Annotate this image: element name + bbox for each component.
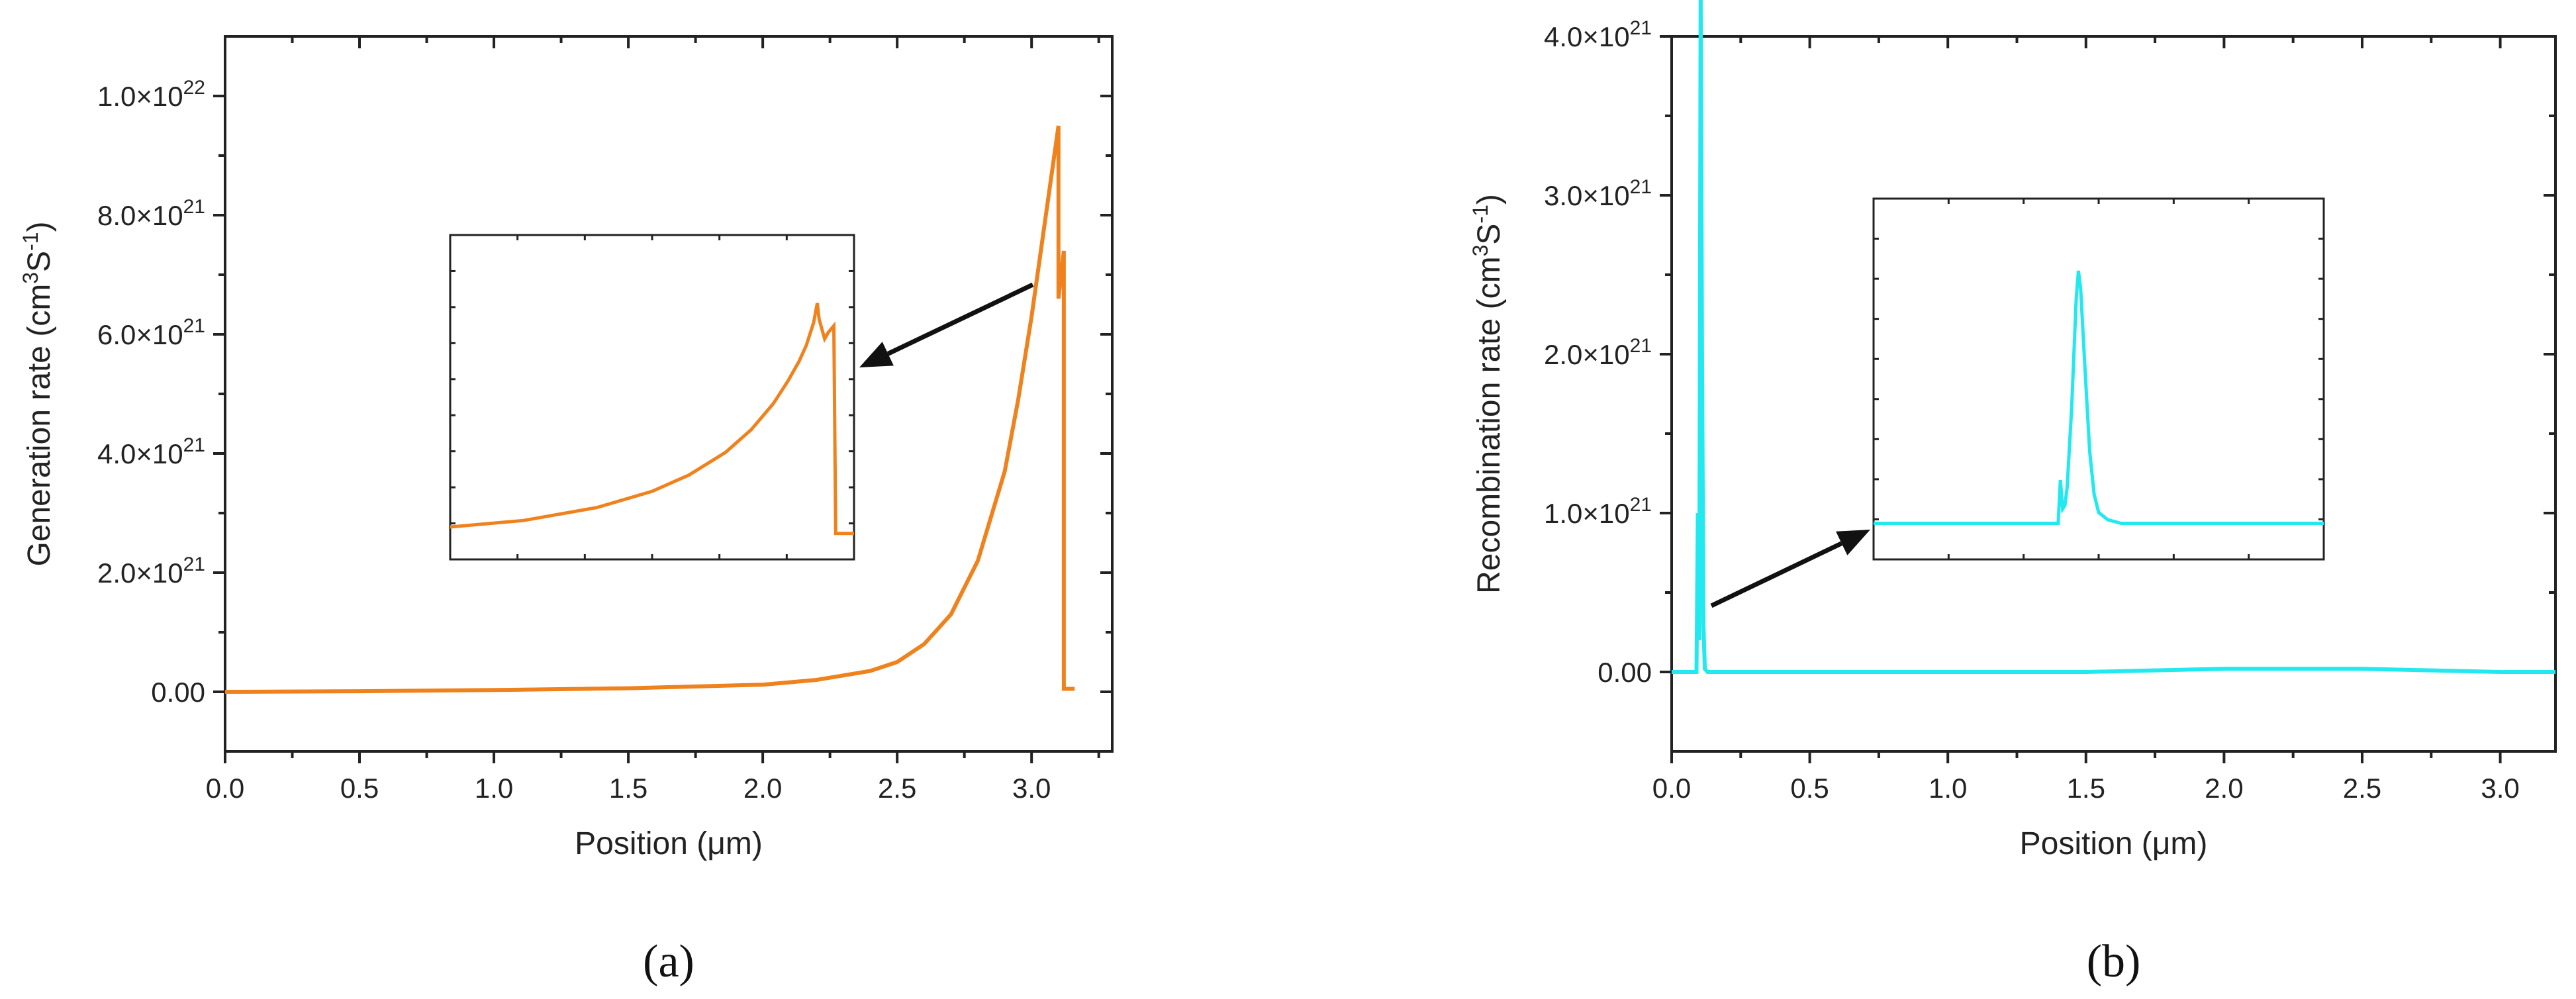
inset-arrow [859, 282, 1034, 367]
y-tick-label: 1.0×1022 [97, 77, 205, 112]
y-tick-label: 0.00 [1598, 657, 1652, 688]
x-axis-label: Position (μm) [575, 826, 763, 861]
chart-panel-b: 0.0 0.5 1.0 1.5 2.0 2.5 3.0 0.00 1.0×1021 2.0×10… [1468, 0, 2557, 987]
inset-line [1874, 270, 2324, 525]
x-tick-label: 3.0 [2481, 773, 2519, 804]
x-tick-label: 1.0 [475, 773, 513, 804]
y-tick-label: 2.0×1021 [97, 553, 205, 589]
y-axis-label: Recombination rate (cm3S-1) [1468, 194, 1507, 594]
x-tick-label: 1.5 [609, 773, 647, 804]
inset-arrow [1710, 530, 1870, 608]
inset-frame [1872, 197, 2325, 561]
arrow-head [859, 342, 894, 367]
arrow-head [1836, 530, 1870, 555]
panel-label: (b) [2087, 936, 2141, 987]
x-tick-label: 2.5 [2343, 773, 2381, 804]
x-tick-label: 2.0 [743, 773, 782, 804]
y-tick-label: 3.0×1021 [1544, 176, 1652, 211]
y-tick-label: 1.0×1021 [1544, 494, 1652, 529]
inset-line [450, 303, 854, 536]
arrow-shaft [1710, 541, 1843, 608]
x-tick-label: 1.5 [2067, 773, 2105, 804]
recombination-rate-line [1672, 0, 2555, 674]
x-tick-label: 2.5 [878, 773, 916, 804]
chart-panel-a: 0.0 0.5 1.0 1.5 2.0 2.5 3.0 0.00 2.0×1021 4.0×10… [19, 35, 1114, 987]
panel-label: (a) [643, 936, 694, 987]
inset-frame [449, 234, 855, 561]
y-tick-label: 8.0×1021 [97, 196, 205, 231]
x-tick-label: 0.5 [1790, 773, 1829, 804]
y-tick-label: 4.0×1021 [97, 434, 205, 469]
x-tick-label: 3.0 [1012, 773, 1051, 804]
y-tick-label: 2.0×1021 [1544, 335, 1652, 370]
plot-frame [1670, 35, 2557, 753]
x-tick-label: 1.0 [1929, 773, 1967, 804]
y-tick-label: 0.00 [151, 677, 205, 708]
x-tick-label: 0.0 [206, 773, 244, 804]
y-tick-label: 6.0×1021 [97, 315, 205, 350]
arrow-shaft [886, 282, 1034, 356]
y-tick-label: 4.0×1021 [1544, 17, 1652, 52]
x-axis-label: Position (μm) [2020, 826, 2208, 861]
x-tick-label: 0.5 [340, 773, 379, 804]
x-tick-label: 0.0 [1652, 773, 1691, 804]
y-axis-label: Generation rate (cm3S-1) [19, 221, 57, 566]
x-tick-label: 2.0 [2205, 773, 2243, 804]
generation-rate-line [224, 125, 1075, 694]
